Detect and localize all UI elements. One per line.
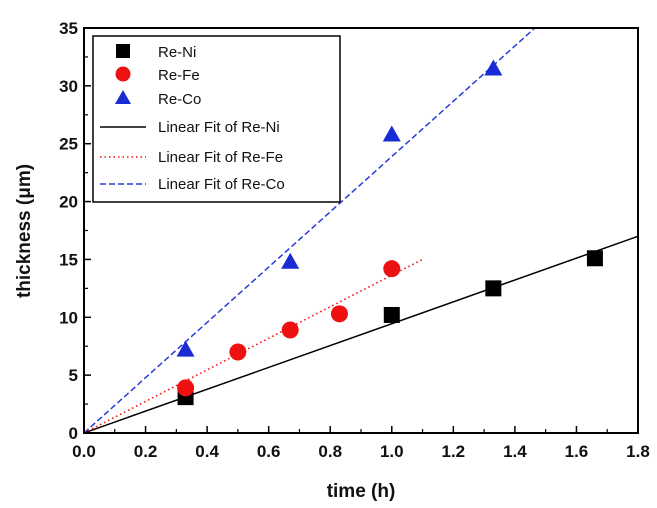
y-tick-labels: 0 5 10 15 20 25 30 35: [59, 19, 78, 443]
legend-label-re-co: Re-Co: [158, 91, 201, 108]
fit-lines: [84, 28, 638, 433]
data-point-re-fe: [229, 343, 247, 361]
data-markers: [176, 59, 603, 406]
legend: Re-Ni Re-Fe Re-Co Linear Fit of Re-Ni Li…: [92, 35, 341, 203]
data-point-re-fe: [383, 260, 401, 278]
data-point-re-co: [281, 252, 300, 269]
fit-line-linear-fit-of-re-ni: [84, 235, 638, 433]
y-tick-label: 25: [59, 135, 78, 154]
data-point-re-fe: [177, 379, 195, 397]
legend-label-re-ni: Re-Ni: [158, 44, 196, 61]
x-tick-label: 1.6: [565, 442, 589, 461]
x-tick-label: 0.0: [72, 442, 96, 461]
y-tick-label: 15: [59, 250, 78, 269]
data-point-re-co: [382, 125, 401, 142]
data-point-re-ni: [586, 250, 603, 267]
data-point-re-co: [484, 59, 503, 76]
legend-marker-re-fe: [115, 66, 131, 82]
legend-box: [92, 35, 341, 203]
legend-label-fit-re-ni: Linear Fit of Re-Ni: [158, 119, 280, 136]
data-point-re-fe: [281, 321, 299, 339]
fit-line-linear-fit-of-re-fe: [84, 258, 423, 433]
y-tick-label: 30: [59, 77, 78, 96]
y-tick-label: 5: [69, 366, 78, 385]
x-tick-label: 0.4: [195, 442, 219, 461]
y-tick-label: 0: [69, 424, 78, 443]
x-tick-label: 1.8: [626, 442, 650, 461]
x-tick-label: 0.2: [134, 442, 158, 461]
x-tick-label: 1.2: [442, 442, 466, 461]
legend-label-fit-re-fe: Linear Fit of Re-Fe: [158, 149, 283, 166]
x-tick-labels: 0.0 0.2 0.4 0.6 0.8 1.0 1.2 1.4 1.6 1.8: [72, 442, 650, 461]
data-point-re-ni: [485, 280, 502, 297]
y-axis-label: thickness (μm): [14, 164, 35, 298]
data-point-re-ni: [383, 306, 400, 323]
y-tick-label: 20: [59, 193, 78, 212]
y-tick-label: 35: [59, 19, 78, 38]
x-tick-label: 0.8: [318, 442, 342, 461]
y-tick-label: 10: [59, 308, 78, 327]
legend-marker-re-ni: [116, 44, 130, 58]
x-tick-label: 0.6: [257, 442, 281, 461]
x-tick-label: 1.4: [503, 442, 527, 461]
x-tick-label: 1.0: [380, 442, 404, 461]
axis-ticks: [83, 27, 639, 434]
legend-label-fit-re-co: Linear Fit of Re-Co: [158, 176, 285, 193]
fit-line-linear-fit-of-re-co: [84, 28, 536, 433]
data-point-re-co: [176, 340, 195, 357]
x-axis-label: time (h): [327, 481, 396, 502]
data-point-re-fe: [330, 305, 348, 323]
legend-marker-re-co: [115, 90, 131, 104]
legend-label-re-fe: Re-Fe: [158, 67, 200, 84]
